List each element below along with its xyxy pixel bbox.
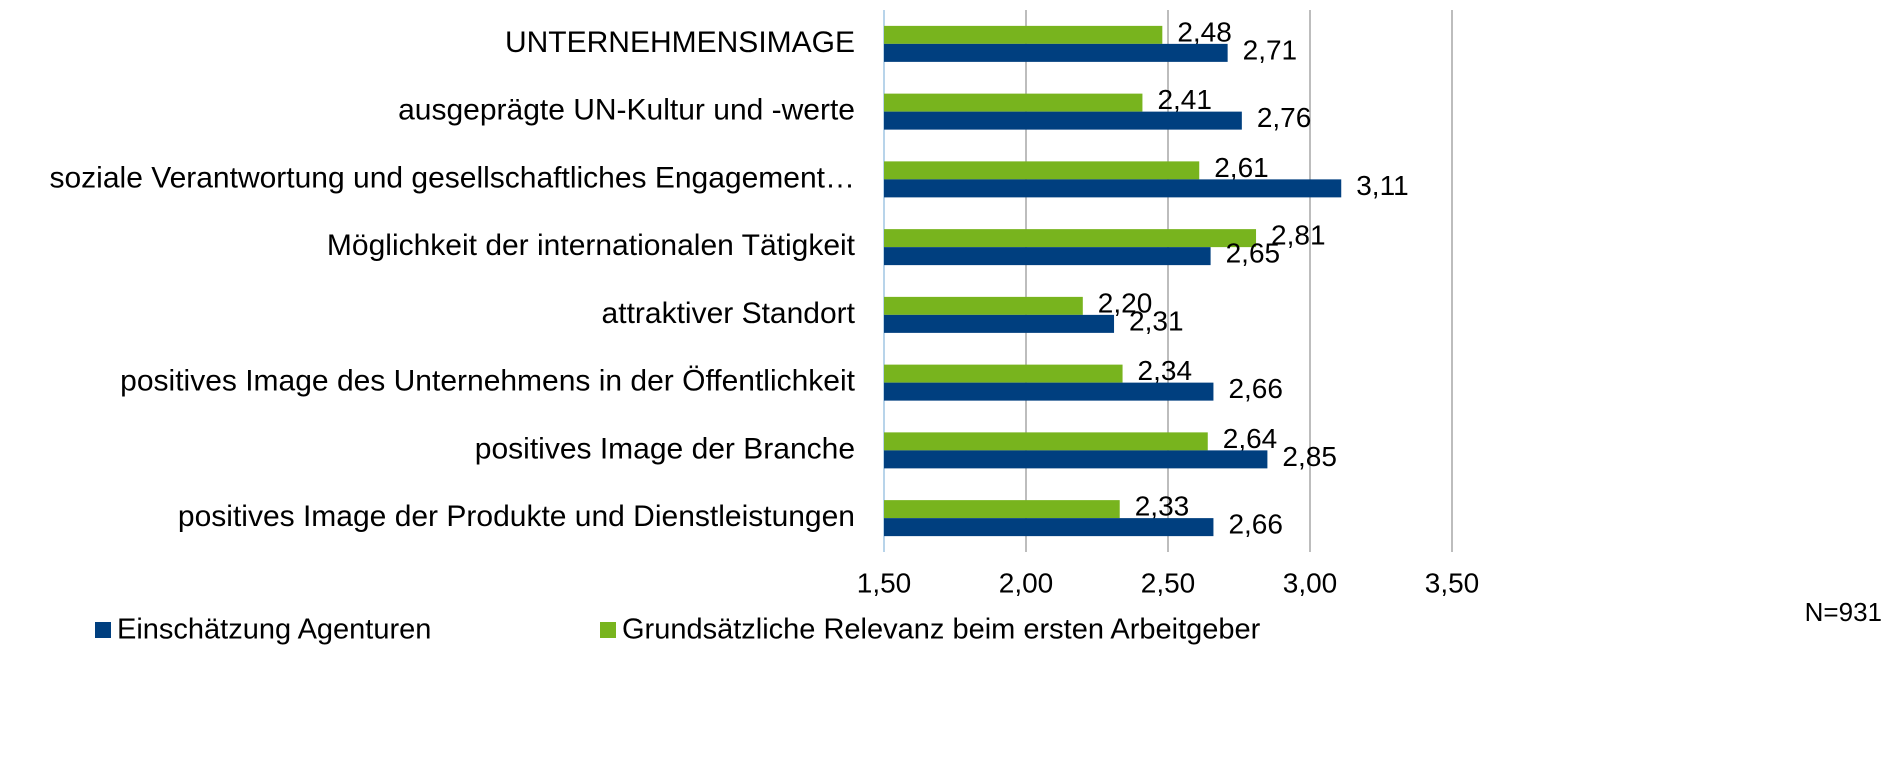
category-label: positives Image der Branche bbox=[475, 432, 855, 465]
category-label: soziale Verantwortung und gesellschaftli… bbox=[50, 161, 856, 194]
legend-swatch bbox=[95, 622, 111, 638]
category-label: positives Image der Produkte und Dienstl… bbox=[178, 500, 855, 533]
legend-swatch bbox=[600, 622, 616, 638]
value-label: 3,11 bbox=[1356, 170, 1408, 201]
x-tick-label: 1,50 bbox=[857, 567, 912, 598]
value-label: 2,33 bbox=[1135, 491, 1190, 522]
value-label: 2,71 bbox=[1243, 34, 1298, 65]
bar bbox=[884, 93, 1143, 112]
value-label: 2,66 bbox=[1228, 373, 1283, 404]
value-label: 2,76 bbox=[1257, 102, 1312, 133]
category-label: UNTERNEHMENSIMAGE bbox=[505, 26, 855, 59]
value-label: 2,41 bbox=[1157, 84, 1212, 115]
value-label: 2,81 bbox=[1271, 220, 1326, 251]
value-label: 2,31 bbox=[1129, 305, 1184, 336]
value-label: 2,20 bbox=[1098, 287, 1153, 318]
bar bbox=[884, 450, 1268, 469]
category-label: ausgeprägte UN-Kultur und -werte bbox=[398, 94, 855, 127]
bar bbox=[884, 500, 1120, 519]
value-label: 2,64 bbox=[1223, 423, 1278, 454]
bar bbox=[884, 111, 1242, 130]
x-tick-label: 2,00 bbox=[999, 567, 1054, 598]
bar bbox=[884, 364, 1123, 383]
bar bbox=[884, 296, 1083, 315]
bar bbox=[884, 314, 1115, 333]
category-label: Möglichkeit der internationalen Tätigkei… bbox=[327, 229, 856, 262]
value-label: 2,66 bbox=[1228, 509, 1283, 540]
category-label: attraktiver Standort bbox=[602, 297, 856, 330]
value-label: 2,48 bbox=[1177, 16, 1232, 47]
annotation: N=931 bbox=[1805, 597, 1882, 627]
value-label: 2,85 bbox=[1282, 441, 1337, 472]
legend-label: Einschätzung Agenturen bbox=[117, 614, 431, 646]
bar bbox=[884, 161, 1200, 180]
bar bbox=[884, 247, 1211, 266]
bar bbox=[884, 432, 1208, 451]
bar bbox=[884, 518, 1214, 537]
category-label: positives Image des Unternehmens in der … bbox=[120, 365, 855, 398]
value-label: 2,65 bbox=[1226, 238, 1281, 269]
bar bbox=[884, 25, 1163, 44]
x-tick-label: 2,50 bbox=[1141, 567, 1196, 598]
bar bbox=[884, 229, 1257, 248]
bar bbox=[884, 43, 1228, 62]
bar bbox=[884, 382, 1214, 401]
legend-label: Grundsätzliche Relevanz beim ersten Arbe… bbox=[622, 614, 1261, 646]
x-tick-label: 3,00 bbox=[1283, 567, 1338, 598]
bar bbox=[884, 179, 1342, 198]
value-label: 2,61 bbox=[1214, 152, 1269, 183]
x-tick-label: 3,50 bbox=[1425, 567, 1480, 598]
value-label: 2,34 bbox=[1138, 355, 1193, 386]
